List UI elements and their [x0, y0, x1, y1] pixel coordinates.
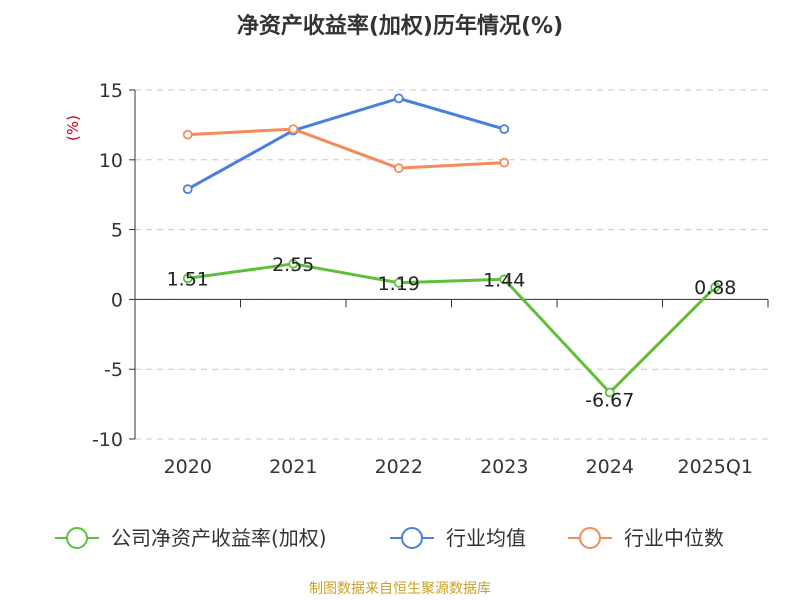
- series-line: [187, 96, 505, 191]
- legend-marker: [66, 527, 88, 549]
- y-tick-label: 0: [111, 289, 123, 311]
- x-tick-label: 2021: [269, 456, 317, 478]
- y-tick-label: 15: [99, 80, 123, 102]
- data-point: [182, 273, 193, 284]
- data-point: [288, 258, 299, 269]
- chart-title: 净资产收益率(加权)历年情况(%): [236, 14, 564, 39]
- legend-label: 行业均值: [446, 526, 526, 550]
- data-point: [499, 124, 510, 134]
- y-tick-label: 10: [99, 150, 123, 172]
- data-label: 0.88: [694, 277, 736, 299]
- x-tick-label: 2023: [480, 456, 528, 478]
- data-source-note: 制图数据来自恒生聚源数据库: [309, 581, 491, 597]
- series-line: [187, 262, 717, 395]
- data-label: -6.67: [585, 390, 634, 412]
- data-label: 2.55: [272, 254, 314, 276]
- data-point: [393, 277, 404, 288]
- x-tick-label: 2024: [586, 456, 634, 478]
- y-tick-label: 5: [111, 220, 123, 242]
- legend-label: 行业中位数: [624, 526, 724, 550]
- data-label: 1.44: [483, 269, 525, 291]
- data-point: [604, 387, 615, 398]
- data-point: [710, 282, 721, 293]
- data-point: [393, 93, 404, 104]
- data-point: [499, 157, 510, 168]
- data-label: 1.19: [378, 273, 420, 295]
- y-axis-label: (%): [64, 115, 82, 141]
- legend-marker: [579, 527, 601, 549]
- x-tick-label: 2022: [375, 456, 423, 478]
- data-label: 1.51: [167, 268, 209, 290]
- data-point: [499, 274, 510, 285]
- data-point: [288, 124, 299, 134]
- legend-marker: [401, 527, 423, 549]
- y-tick-label: -10: [92, 429, 123, 451]
- legend-label: 公司净资产收益率(加权): [111, 526, 327, 550]
- x-tick-label: 2020: [164, 456, 212, 478]
- series-line: [187, 127, 505, 170]
- data-point: [393, 163, 404, 174]
- data-point: [182, 129, 193, 140]
- y-tick-label: -5: [104, 359, 123, 381]
- x-tick-label: 2025Q1: [678, 456, 753, 478]
- data-point: [182, 184, 193, 195]
